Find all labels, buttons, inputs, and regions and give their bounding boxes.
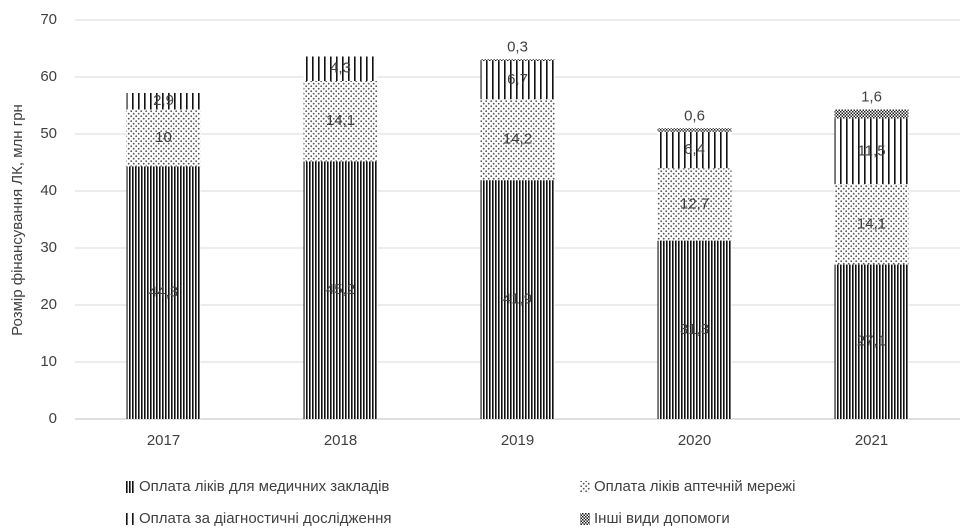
bar-segment xyxy=(303,56,378,81)
legend-marker xyxy=(580,481,590,493)
bar-segment xyxy=(657,131,732,169)
data-label: 45,2 xyxy=(326,281,355,298)
data-label: 14,1 xyxy=(326,112,355,129)
y-tick-label: 70 xyxy=(40,11,57,28)
legend-label: Інші види допомоги xyxy=(594,510,730,527)
legend-marker xyxy=(125,513,135,525)
x-tick-label: 2021 xyxy=(855,432,888,449)
legend-label: Оплата за діагностичні дослідження xyxy=(139,510,392,527)
y-tick-label: 0 xyxy=(49,410,57,427)
data-label: 6,7 xyxy=(507,71,528,88)
data-label: 14,2 xyxy=(503,131,532,148)
bar-segment xyxy=(480,59,555,62)
legend-label: Оплата ліків для медичних закладів xyxy=(139,478,389,495)
bar-segment xyxy=(480,61,555,100)
y-tick-label: 40 xyxy=(40,182,57,199)
data-label: 4,3 xyxy=(330,60,351,77)
data-label: 11,5 xyxy=(857,142,885,159)
x-tick-label: 2019 xyxy=(501,432,534,449)
bar-segment xyxy=(126,109,201,167)
x-tick-label: 2017 xyxy=(147,432,180,449)
data-label: 44,3 xyxy=(149,284,178,301)
y-tick-label: 30 xyxy=(40,239,57,256)
bar-segment xyxy=(480,99,555,181)
bar-segment xyxy=(657,168,732,241)
data-label: 0,3 xyxy=(507,38,528,55)
data-label: 6,4 xyxy=(684,141,705,158)
bar-segment xyxy=(834,264,909,419)
bar-segment xyxy=(657,240,732,419)
bar-segment xyxy=(834,118,909,185)
data-label: 0,6 xyxy=(684,107,705,124)
data-label: 2,9 xyxy=(153,92,174,109)
legend-marker xyxy=(125,481,135,493)
bar-segment xyxy=(303,80,378,162)
data-label: 1,6 xyxy=(861,88,882,105)
bar-segment xyxy=(834,109,909,119)
y-tick-label: 20 xyxy=(40,296,57,313)
x-tick-label: 2020 xyxy=(678,432,711,449)
data-label: 41,9 xyxy=(503,291,532,308)
bar-segment xyxy=(657,128,732,132)
data-label: 31,3 xyxy=(680,321,709,338)
bar-segment xyxy=(834,184,909,265)
legend-marker xyxy=(580,513,590,525)
data-label: 27,1 xyxy=(857,333,886,350)
bar-segment xyxy=(303,161,378,420)
data-label: 14,1 xyxy=(857,215,886,232)
data-label: 12,7 xyxy=(680,195,709,212)
data-label: 10 xyxy=(155,129,172,146)
y-tick-label: 60 xyxy=(40,68,57,85)
x-tick-label: 2018 xyxy=(324,432,357,449)
legend-label: Оплата ліків аптечній мережі xyxy=(594,478,795,495)
bar-segment xyxy=(126,166,201,419)
bar-segment xyxy=(126,92,201,110)
y-tick-label: 10 xyxy=(40,353,57,370)
bar-segment xyxy=(480,180,555,419)
y-axis-title: Розмір фінансування ЛК, млн грн xyxy=(9,104,26,336)
y-tick-label: 50 xyxy=(40,125,57,142)
